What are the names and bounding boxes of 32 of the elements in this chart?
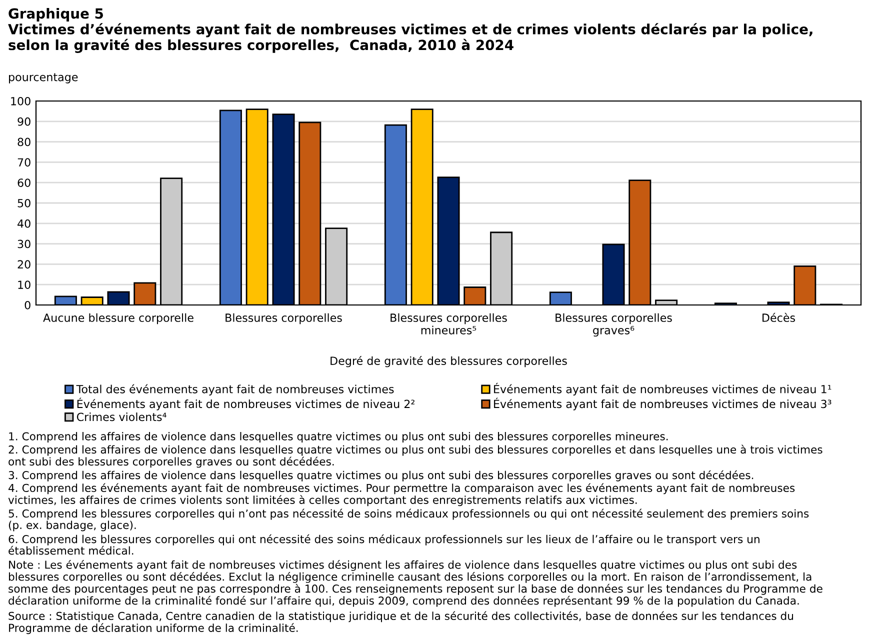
text: 3. Comprend les affaires de violence dans lesquelles quatre victimes ou plus ont subi des blessures corporelles graves ou sont décédées. — [8, 470, 754, 482]
y-tick-label: 70 — [18, 158, 30, 167]
y-tick-label: 20 — [18, 260, 30, 269]
y-tick-label: 50 — [18, 198, 30, 208]
text: 1. Comprend les affaires de violence dans lesquelles quatre victimes ou plus ont subi des blessures corporelles mineures. — [9, 432, 668, 442]
y-tick-label: 40 — [18, 219, 30, 228]
y-axis-title: pourcentage — [9, 73, 78, 84]
legend-label: Crimes violents⁴ — [76, 412, 166, 422]
y-tick-label: 90 — [18, 117, 30, 126]
x-axis-title: Degré de gravité des blessures corporelles — [330, 356, 567, 368]
y-tick-label: 100 — [11, 96, 30, 106]
text: 6. Comprend les blessures corporelles qui ont nécessité des soins médicaux professionnels sur les lieux de l’affaire ou le transport vers un établissement médical. — [8, 534, 760, 555]
text: 5. Comprend les blessures corporelles qui n’ont pas nécessité de soins médicaux professionnels ou qui ont nécessité seulement des premiers soins (p. ex. bandage, glace). — [8, 508, 809, 532]
text: Note : Les événements ayant fait de nombreuses victimes désignent les affaires de violence dans lesquelles quatre victimes ou plus ont subi des blessures corporelles ou sont décédées. Exclut la négligence criminelle causant des lésions corporelles ou la mort. En raison de l’arrondissement, la somme des pourcentages peut ne pas correspondre à 100. Ces renseignements reposent sur la base de données sur les tendances du Programme de déclaration uniforme de la criminalité fondé sur l’affaire qui, depuis 2009, comprend des données représentant 99 % de la population du Canada. — [8, 560, 822, 607]
source-note: Source : Statistique Canada, Centre canadien de la statistique juridique et de la sécurité des collectivités, base de données sur les tendances du Programme de déclaration uniforme de la criminalité. — [8, 611, 794, 634]
legend-label: Total des événements ayant fait de nombreuses victimes — [76, 384, 394, 396]
text: 4. Comprend les événements ayant fait de nombreuses victimes. Pour permettre la comparaison avec les événements ayant fait de nombreuses victimes, les affaires de crimes violents sont limitées à celles comportant des enregistrements relatifs aux victimes. — [8, 483, 795, 506]
y-tick-label: 10 — [18, 280, 30, 289]
y-tick-label: 60 — [18, 178, 30, 187]
legend-label: Événements ayant fait de nombreuses victimes de niveau 3³ — [494, 398, 832, 410]
x-tick-label: Blessures corporelles — [226, 313, 342, 324]
y-tick-label: 30 — [18, 240, 30, 248]
legend-label: Événements ayant fait de nombreuses victimes de niveau 2² — [77, 398, 414, 410]
x-tick-label: Aucune blessure corporelle — [43, 313, 194, 324]
legend-label: Événements ayant fait de nombreuses victimes de niveau 1¹ — [494, 382, 832, 396]
x-tick-label: Décès — [762, 312, 796, 322]
x-tick-label: Blessures corporelles graves⁶ — [556, 313, 672, 337]
y-tick-label: 0 — [24, 300, 30, 310]
y-tick-label: 80 — [18, 138, 30, 146]
text: 2. Comprend les affaires de violence dans lesquelles quatre victimes ou plus ont subi des blessures corporelles et dans lesquelles une à trois victimes ont subi des blessures corporelles graves ou sont décédées. — [8, 444, 822, 468]
x-tick-label: Blessures corporelles mineures⁵ — [390, 313, 507, 334]
chart-title: Graphique 5 Victimes d’événements ayant fait de nombreuses victimes et de crimes violents déclarés par la police, selon la gravité des blessures corporelles, Canada, 2010 à 2024 — [8, 8, 812, 53]
